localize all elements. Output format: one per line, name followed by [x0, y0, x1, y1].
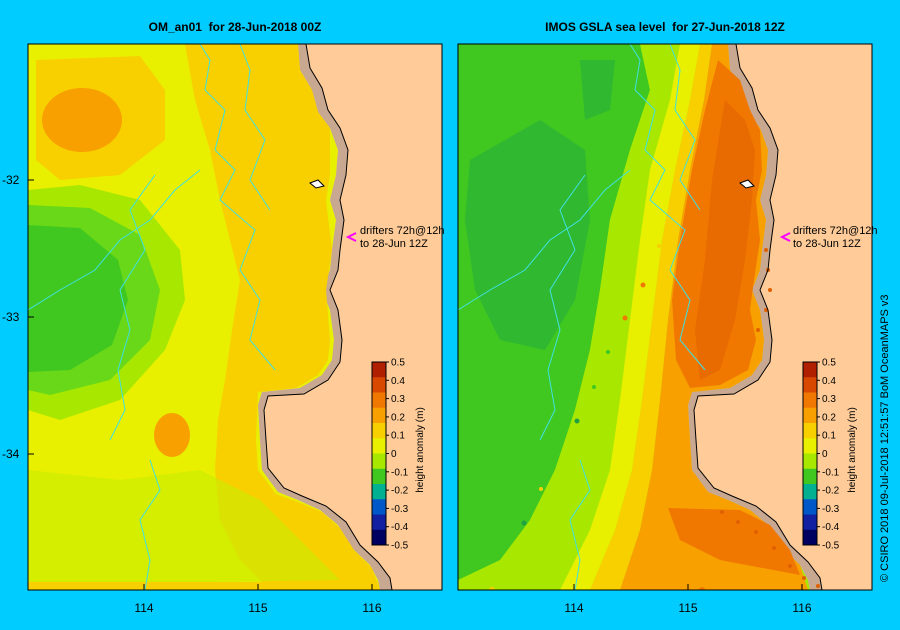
- left-colorbar-tick-label: -0.5: [391, 541, 409, 552]
- right-colorbar-tick-label: 0.1: [822, 431, 836, 442]
- left-drifter-tracks: [28, 44, 276, 590]
- left-colorbar-swatch: [372, 499, 386, 515]
- left-colorbar-swatch: [372, 407, 386, 424]
- left-annotation-line1: drifters 72h@12h: [360, 225, 445, 237]
- left-colorbar-tick-label: 0.3: [391, 394, 405, 405]
- right-colorbar-swatch: [803, 468, 817, 485]
- lon-tick-label-114-right: 114: [564, 601, 583, 615]
- right-colorbar: 0.5 0.4 0.3 0.2 0.1 0 -0.1 -0.2 -0.3 -0.4 -0.5: [802, 358, 840, 552]
- left-colorbar-swatch: [372, 438, 386, 454]
- left-colorbar-swatch: [372, 514, 386, 531]
- left-island: [309, 179, 325, 189]
- left-colorbar-swatch: [372, 392, 386, 409]
- left-colorbar-tick-label: 0.1: [391, 431, 405, 442]
- left-annotation-line2: to 28-Jun 12Z: [360, 238, 428, 250]
- right-colorbar-tick-label: 0.5: [822, 358, 836, 369]
- right-colorbar-tick-label: 0.3: [822, 394, 836, 405]
- right-drifter-tracks: [458, 44, 706, 590]
- left-colorbar-tick-label: 0.5: [391, 358, 405, 369]
- left-colorbar-swatch: [372, 529, 386, 546]
- right-coastline: [693, 44, 823, 590]
- lon-tick-label-116-left: 116: [362, 601, 381, 615]
- right-colorbar-tick-label: 0.4: [822, 376, 836, 387]
- left-orange-blob-center: [154, 413, 190, 457]
- lon-tick-label-114-left: 114: [134, 601, 153, 615]
- right-colorbar-swatch: [803, 529, 817, 546]
- right-colorbar-tick-label: -0.2: [822, 486, 840, 497]
- left-green-eddy-inner: [28, 225, 128, 372]
- left-orange-blob-nw: [42, 88, 122, 152]
- right-annotation-line1: drifters 72h@12h: [793, 225, 878, 237]
- left-colorbar-swatch: [372, 377, 386, 393]
- right-colorbar-swatch: [803, 377, 817, 393]
- left-colorbar-tick-label: -0.3: [391, 504, 409, 515]
- lat-ticks: [28, 179, 34, 455]
- lon-tick-label-115-right: 115: [678, 601, 697, 615]
- right-darkorange-south: [668, 508, 800, 575]
- right-colorbar-swatch: [803, 423, 817, 439]
- right-colorbar-label: height anomaly (m): [847, 407, 858, 493]
- lat-tick-label-32: -32: [2, 173, 20, 187]
- right-island: [739, 179, 755, 189]
- right-annotation-arrow: [779, 232, 791, 242]
- left-colorbar-tick-label: 0.2: [391, 412, 405, 423]
- right-colorbar-swatch: [803, 484, 817, 500]
- left-colorbar-tick-label: 0: [391, 449, 397, 460]
- right-annotation-line2: to 28-Jun 12Z: [793, 238, 861, 250]
- lat-tick-label-34: -34: [2, 447, 20, 461]
- right-yellow-band: [560, 44, 700, 590]
- lon-tick-label-115-left: 115: [248, 601, 267, 615]
- left-colorbar-label: height anomaly (m): [415, 407, 426, 493]
- lon-tick-label-116-right: 116: [792, 601, 811, 615]
- left-colorbar-swatch: [372, 423, 386, 439]
- left-colorbar-swatch: [372, 468, 386, 485]
- lon-ticks: [143, 584, 803, 590]
- right-green-core-nw: [580, 60, 615, 120]
- right-colorbar-swatch: [803, 407, 817, 424]
- left-colorbar-tick-label: 0.4: [391, 376, 405, 387]
- credit-text: © CSIRO 2018 09-Jul-2018 12:51:57 BoM Oc…: [879, 294, 891, 582]
- left-panel-title: OM_an01 for 28-Jun-2018 00Z: [148, 20, 322, 34]
- right-colorbar-swatch: [803, 438, 817, 454]
- right-panel-title: IMOS GSLA sea level for 27-Jun-2018 12Z: [545, 20, 785, 34]
- left-colorbar-tick-label: -0.2: [391, 486, 409, 497]
- right-colorbar-swatch: [803, 499, 817, 515]
- right-colorbar-tick-label: 0: [822, 449, 828, 460]
- left-annotation-arrow: [345, 232, 357, 242]
- right-colorbar-tick-label: -0.3: [822, 504, 840, 515]
- left-map-panel: [28, 44, 442, 590]
- left-coastline: [263, 44, 393, 590]
- left-colorbar-swatch: [372, 362, 386, 378]
- right-green-core: [465, 120, 590, 350]
- left-light-band-sw: [28, 470, 340, 585]
- left-yellow-field: [185, 44, 380, 590]
- left-colorbar-tick-label: -0.4: [391, 522, 409, 533]
- left-colorbar-swatch: [372, 453, 386, 470]
- right-gold-band: [590, 44, 712, 590]
- right-colorbar-swatch: [803, 392, 817, 409]
- right-lightgreen-band: [500, 44, 680, 590]
- right-colorbar-tick-label: -0.1: [822, 467, 840, 478]
- right-colorbar-tick-label: -0.5: [822, 541, 840, 552]
- left-colorbar-tick-label: -0.1: [391, 467, 409, 478]
- right-deep-orange-core: [695, 100, 755, 380]
- right-colorbar-tick-label: -0.4: [822, 522, 840, 533]
- left-colorbar: 0.5 0.4 0.3 0.2 0.1 0 -0.1 -0.2 -0.3 -0.4 -0.5: [371, 358, 409, 552]
- left-colorbar-swatch: [372, 484, 386, 500]
- right-panel-frame: [457, 43, 873, 591]
- lat-tick-label-33: -33: [2, 310, 20, 324]
- right-colorbar-swatch: [803, 453, 817, 470]
- left-bottom-strip: [28, 582, 378, 590]
- right-colorbar-tick-label: 0.2: [822, 412, 836, 423]
- right-map-panel: [458, 44, 872, 590]
- right-colorbar-swatch: [803, 514, 817, 531]
- right-colorbar-swatch: [803, 362, 817, 378]
